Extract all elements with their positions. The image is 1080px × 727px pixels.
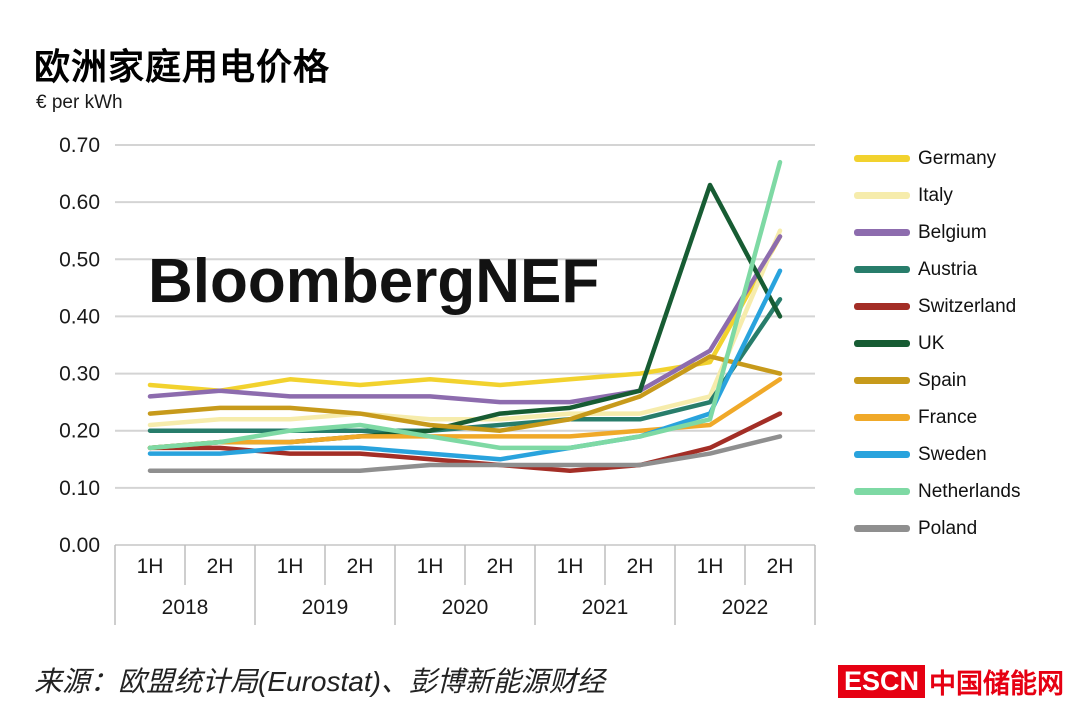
- legend-item-poland: Poland: [854, 510, 1080, 547]
- legend-label: Netherlands: [918, 480, 1021, 502]
- series-line-germany: [147, 234, 783, 393]
- y-tick-label: 0.10: [59, 477, 100, 500]
- x-year-label: 2018: [162, 596, 209, 619]
- series-line-italy: [147, 228, 783, 428]
- legend-swatch: [854, 414, 910, 421]
- x-half-label: 2H: [347, 555, 374, 578]
- y-axis-unit-label: € per kWh: [36, 92, 123, 113]
- legend-label: Poland: [918, 517, 978, 539]
- series-line-spain: [147, 354, 783, 433]
- legend-item-germany: Germany: [854, 140, 1080, 177]
- escn-logo-badge: ESCN: [837, 664, 925, 699]
- source-text: 来源：欧盟统计局(Eurostat)、彭博新能源财经: [34, 666, 605, 697]
- legend-label: France: [918, 406, 978, 428]
- series-line-netherlands: [147, 159, 783, 451]
- x-half-label: 2H: [627, 555, 654, 578]
- y-tick-label: 0.40: [59, 305, 100, 328]
- legend-item-austria: Austria: [854, 251, 1080, 288]
- legend-swatch: [854, 155, 910, 162]
- x-half-label: 1H: [557, 555, 584, 578]
- legend-label: Switzerland: [918, 295, 1017, 317]
- y-tick-label: 0.30: [59, 363, 100, 386]
- legend-swatch: [854, 229, 910, 236]
- legend-item-spain: Spain: [854, 362, 1080, 399]
- x-half-label: 1H: [137, 555, 164, 578]
- page-title: 欧洲家庭用电价格: [34, 46, 331, 88]
- x-year-label: 2019: [302, 596, 349, 619]
- x-half-label: 1H: [417, 555, 444, 578]
- legend: Germany Italy Belgium Austria Switzerland UK S…: [854, 140, 1080, 547]
- legend-swatch: [854, 377, 910, 384]
- legend-swatch: [854, 488, 910, 495]
- legend-swatch: [854, 266, 910, 273]
- legend-item-belgium: Belgium: [854, 214, 1080, 251]
- line-chart: 0.00 0.10 0.20 0.30 0.40 0.50 0.60 0.70 1H 2H 1H 2H…: [59, 134, 816, 625]
- y-tick-label: 0.60: [59, 191, 100, 214]
- x-year-label: 2020: [442, 596, 489, 619]
- legend-item-sweden: Sweden: [854, 436, 1080, 473]
- y-tick-label: 0.50: [59, 248, 100, 271]
- x-half-label: 1H: [697, 555, 724, 578]
- legend-swatch: [854, 451, 910, 458]
- legend-item-netherlands: Netherlands: [854, 473, 1080, 510]
- series-line-belgium: [147, 234, 783, 405]
- series-line-sweden: [147, 268, 783, 462]
- x-half-label: 2H: [487, 555, 514, 578]
- legend-label: Germany: [918, 147, 997, 169]
- x-year-label: 2021: [582, 596, 629, 619]
- legend-item-switzerland: Switzerland: [854, 288, 1080, 325]
- legend-item-italy: Italy: [854, 177, 1080, 214]
- legend-label: Austria: [918, 258, 978, 280]
- legend-item-uk: UK: [854, 325, 1080, 362]
- x-half-label: 2H: [767, 555, 794, 578]
- legend-label: Italy: [918, 184, 953, 206]
- legend-swatch: [854, 303, 910, 310]
- watermark: BloombergNEF: [148, 247, 600, 316]
- y-tick-label: 0.20: [59, 420, 100, 443]
- legend-label: Spain: [918, 369, 967, 391]
- x-half-label: 1H: [277, 555, 304, 578]
- escn-logo: ESCN 中国储能网: [837, 662, 1064, 701]
- legend-swatch: [854, 340, 910, 347]
- legend-swatch: [854, 192, 910, 199]
- series-line-poland: [147, 434, 783, 473]
- y-tick-label: 0.70: [59, 134, 100, 157]
- legend-label: Belgium: [918, 221, 987, 243]
- legend-label: Sweden: [918, 443, 987, 465]
- legend-swatch: [854, 525, 910, 532]
- legend-label: UK: [918, 332, 945, 354]
- escn-logo-text: 中国储能网: [929, 669, 1064, 699]
- legend-item-france: France: [854, 399, 1080, 436]
- x-year-label: 2022: [722, 596, 769, 619]
- x-half-label: 2H: [207, 555, 234, 578]
- y-tick-label: 0.00: [59, 534, 100, 557]
